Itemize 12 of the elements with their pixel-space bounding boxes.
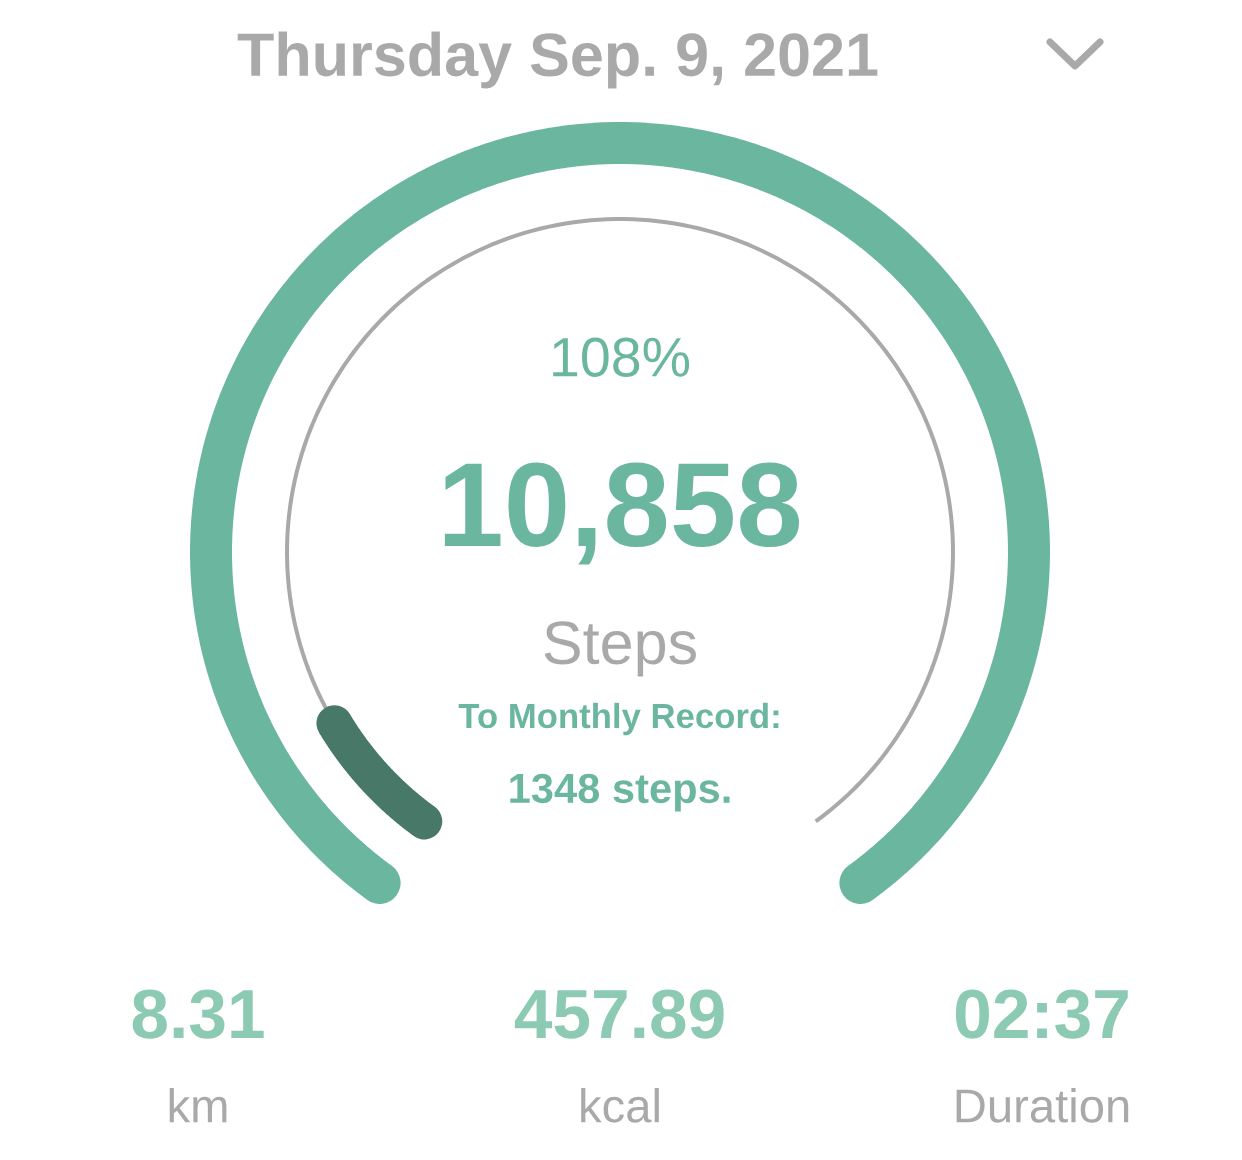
text: 8.31	[132, 989, 264, 1039]
text: kcal	[581, 1087, 659, 1123]
text: 1348 steps.	[510, 773, 730, 812]
text: Thursday Sep. 9, 2021	[237, 31, 878, 89]
text: Steps	[544, 621, 696, 677]
text: Duration	[956, 1087, 1129, 1123]
text: To Monthly Record:	[458, 702, 779, 736]
text: 02:37	[955, 989, 1128, 1039]
text: 457.89	[514, 989, 724, 1039]
text: km	[169, 1087, 227, 1123]
data-label: 108%	[553, 337, 690, 377]
text: 10,858	[444, 462, 800, 565]
